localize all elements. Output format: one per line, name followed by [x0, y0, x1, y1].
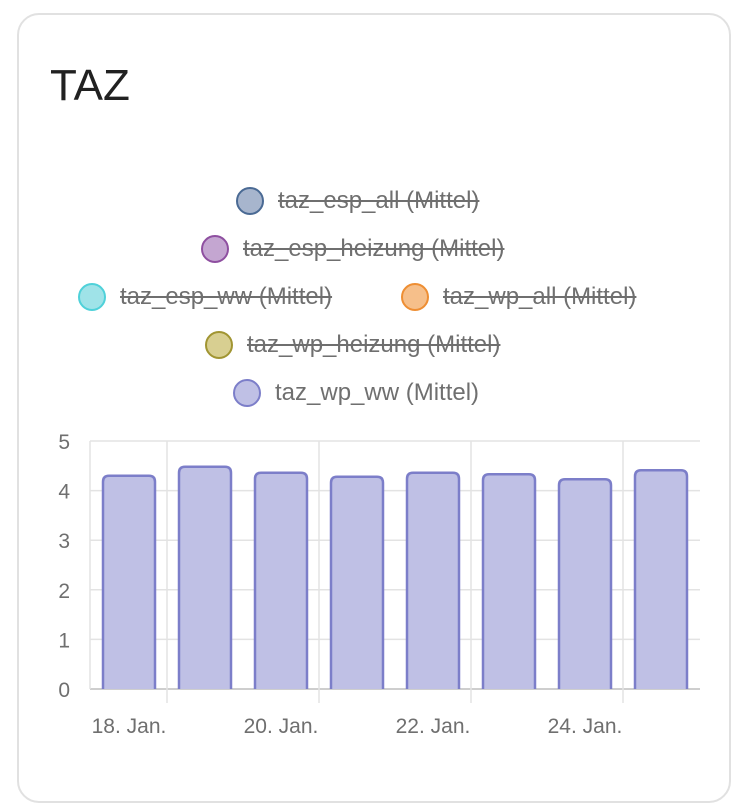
y-tick-label: 2	[58, 580, 70, 603]
bar	[179, 467, 231, 689]
bar-chart: 0 1 2 3 4 5 18. Jan. 20. Jan. 22. Jan. 24. Jan.	[0, 0, 750, 776]
bar	[407, 473, 459, 689]
y-tick-label: 3	[58, 530, 70, 553]
x-tick-label: 22. Jan.	[396, 715, 471, 738]
x-tick-label: 18. Jan.	[92, 715, 167, 738]
x-tick-label: 20. Jan.	[244, 715, 319, 738]
x-tick-label: 24. Jan.	[548, 715, 623, 738]
bar	[103, 476, 155, 689]
bar	[331, 477, 383, 689]
y-tick-label: 4	[58, 481, 70, 504]
y-tick-label: 5	[58, 431, 70, 454]
bar	[635, 470, 687, 689]
bar	[255, 473, 307, 689]
y-tick-label: 0	[58, 679, 70, 702]
bar	[483, 474, 535, 689]
bar	[559, 479, 611, 689]
y-tick-label: 1	[58, 629, 70, 652]
